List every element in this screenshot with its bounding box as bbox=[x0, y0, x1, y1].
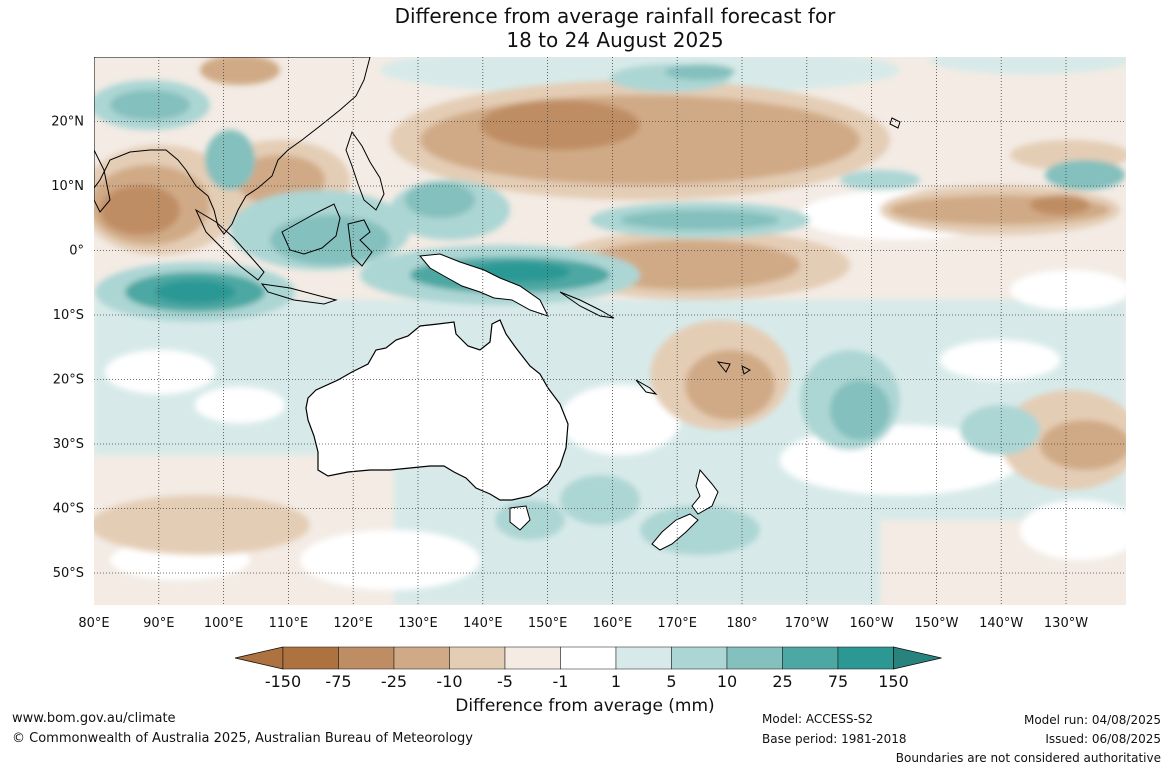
borneo bbox=[281, 203, 341, 255]
colorbar-tick-label: 1 bbox=[611, 672, 621, 691]
lon-label: 90°E bbox=[143, 616, 174, 631]
colorbar-extend-low bbox=[234, 646, 284, 670]
lon-label: 100°E bbox=[204, 616, 244, 631]
map-title-line-2: 18 to 24 August 2025 bbox=[506, 28, 724, 52]
colorbar-tick-label: -150 bbox=[265, 672, 301, 691]
fiji bbox=[716, 361, 751, 375]
lat-label: 10°S bbox=[53, 308, 84, 323]
lat-label: 20°N bbox=[51, 115, 84, 130]
website-text: www.bom.gov.au/climate bbox=[12, 711, 176, 726]
lat-label: 10°N bbox=[51, 179, 84, 194]
lon-label: 160°W bbox=[850, 616, 894, 631]
sulawesi bbox=[347, 219, 373, 267]
lon-label: 140°E bbox=[463, 616, 503, 631]
colorbar-tick-label: -75 bbox=[325, 672, 351, 691]
lat-label: 30°S bbox=[53, 437, 84, 452]
colorbar-box bbox=[782, 646, 839, 670]
philippines bbox=[345, 130, 385, 211]
colorbar-tick-label: -1 bbox=[553, 672, 569, 691]
colorbar-box bbox=[671, 646, 728, 670]
colorbar-tick-label: -25 bbox=[381, 672, 407, 691]
new-guinea bbox=[419, 253, 549, 317]
lon-label: 170°E bbox=[657, 616, 697, 631]
colorbar-box bbox=[560, 646, 617, 670]
new-caledonia bbox=[635, 379, 658, 395]
lat-label: 0° bbox=[69, 244, 84, 259]
lon-label: 80°E bbox=[78, 616, 109, 631]
lon-label: 150°E bbox=[528, 616, 568, 631]
colorbar-box bbox=[338, 646, 395, 670]
model-text: Model: ACCESS-S2 bbox=[762, 712, 874, 726]
colorbar-tick-label: -5 bbox=[497, 672, 513, 691]
base-period-text: Base period: 1981-2018 bbox=[762, 732, 907, 746]
latitude-labels: 20°N 10°N 0° 10°S 20°S 30°S 40°S 50°S bbox=[51, 115, 84, 582]
lat-label: 40°S bbox=[53, 502, 84, 517]
colorbar-box bbox=[726, 646, 783, 670]
lon-label: 120°E bbox=[333, 616, 373, 631]
colorbar-box bbox=[449, 646, 506, 670]
colorbar-box bbox=[837, 646, 894, 670]
lon-label: 130°W bbox=[1044, 616, 1088, 631]
colorbar: -150 -75 -25 -10 -5 -1 1 5 10 25 75 150 bbox=[234, 646, 942, 691]
lon-label: 170°W bbox=[785, 616, 829, 631]
map-title-line-1: Difference from average rainfall forecas… bbox=[394, 4, 836, 28]
colorbar-box bbox=[615, 646, 672, 670]
lon-label: 110°E bbox=[269, 616, 309, 631]
australia-landmass bbox=[305, 319, 569, 501]
java bbox=[260, 283, 338, 305]
asia-mainland bbox=[94, 57, 371, 235]
colorbar-title: Difference from average (mm) bbox=[455, 696, 715, 716]
longitude-labels: 80°E 90°E 100°E 110°E 120°E 130°E 140°E 150°E 16… bbox=[78, 616, 1088, 631]
graticule bbox=[94, 57, 1126, 605]
lon-label: 180° bbox=[726, 616, 757, 631]
colorbar-tick-label: 150 bbox=[878, 672, 909, 691]
solomon-islands bbox=[559, 291, 615, 319]
colorbar-tick-label: 25 bbox=[772, 672, 792, 691]
lat-label: 20°S bbox=[53, 373, 84, 388]
model-run-text: Model run: 04/08/2025 bbox=[1023, 713, 1161, 727]
lon-label: 140°W bbox=[979, 616, 1023, 631]
lat-label: 50°S bbox=[53, 566, 84, 581]
disclaimer-text: Boundaries are not considered authoritat… bbox=[895, 751, 1161, 765]
issued-text: Issued: 06/08/2025 bbox=[1045, 732, 1161, 746]
new-zealand-south-island bbox=[651, 513, 699, 551]
colorbar-tick-label: 5 bbox=[666, 672, 676, 691]
colorbar-box bbox=[393, 646, 450, 670]
india-tip bbox=[94, 149, 111, 213]
colorbar-tick-label: 75 bbox=[828, 672, 848, 691]
rainfall-anomaly-field bbox=[94, 57, 1126, 605]
new-zealand-north-island bbox=[691, 468, 719, 515]
colorbar-tick-label: -10 bbox=[436, 672, 462, 691]
sumatra bbox=[194, 208, 265, 281]
colorbar-extend-high bbox=[893, 646, 942, 670]
colorbar-tick-label: 10 bbox=[717, 672, 737, 691]
copyright-text: © Commonwealth of Australia 2025, Austra… bbox=[12, 731, 473, 746]
lon-label: 160°E bbox=[593, 616, 633, 631]
lon-label: 130°E bbox=[398, 616, 438, 631]
colorbar-box bbox=[504, 646, 561, 670]
tasmania bbox=[509, 505, 531, 531]
colorbar-box bbox=[282, 646, 339, 670]
lon-label: 150°W bbox=[914, 616, 958, 631]
hawaii bbox=[889, 117, 901, 129]
